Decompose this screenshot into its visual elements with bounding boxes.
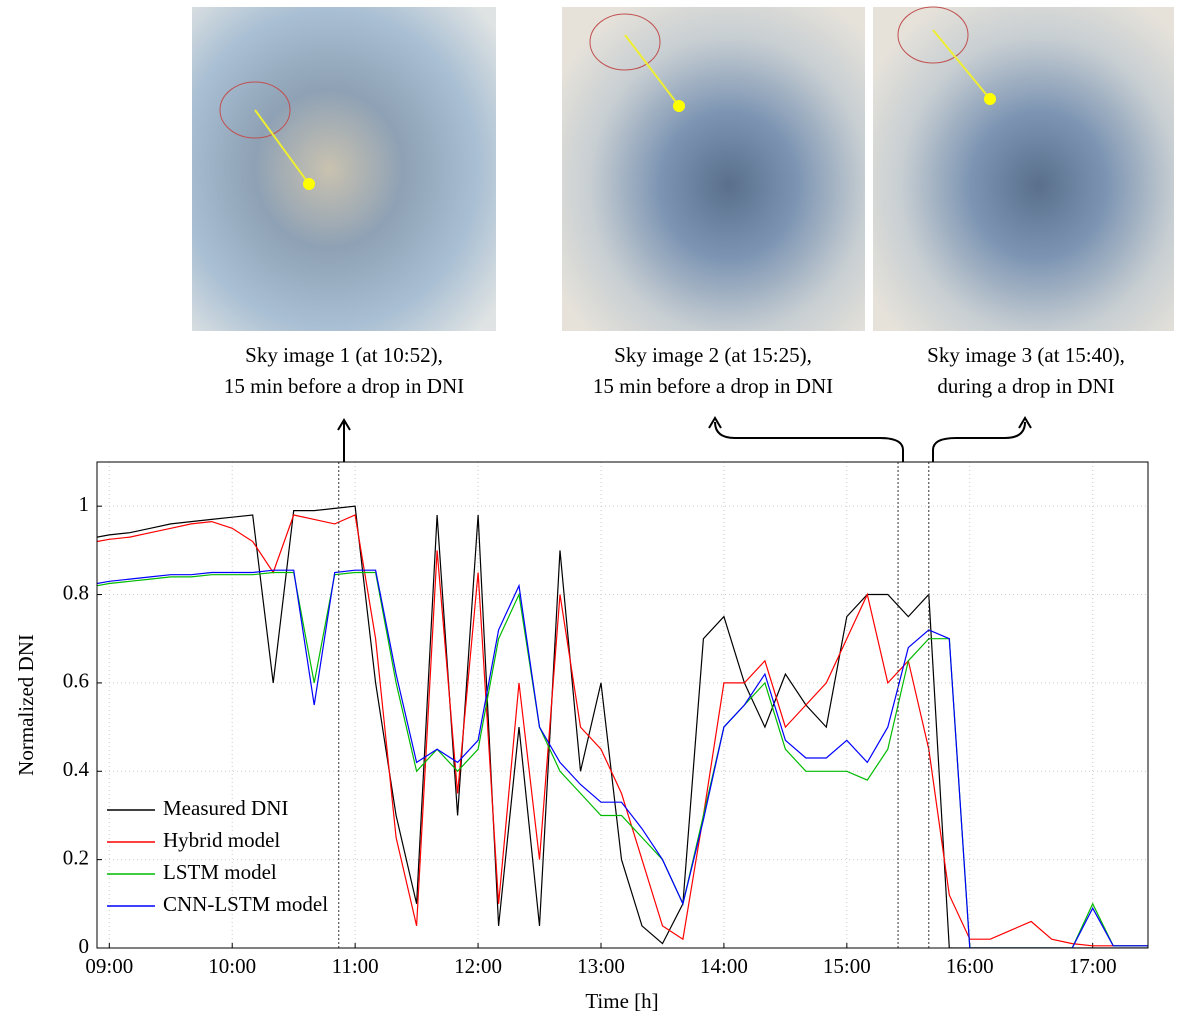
data-line (97, 571, 1148, 948)
legend-label: Measured DNI (163, 796, 288, 820)
data-line (97, 505, 1148, 948)
sky-image-1 (192, 7, 496, 331)
x-tick-label: 11:00 (332, 954, 379, 978)
x-tick-label: 13:00 (577, 954, 625, 978)
y-tick-label: 0.6 (63, 669, 89, 693)
caption: 15 min before a drop in DNI (224, 374, 464, 398)
plot-frame (96, 461, 1149, 949)
x-tick-label: 12:00 (454, 954, 502, 978)
x-tick-label: 14:00 (700, 954, 748, 978)
arrows (337, 416, 1032, 462)
caption: Sky image 3 (at 15:40), (927, 343, 1125, 367)
legend-label: CNN-LSTM model (163, 892, 328, 916)
x-tick-label: 09:00 (85, 954, 133, 978)
sky-image-3 (873, 6, 1174, 331)
legend-label: LSTM model (163, 860, 277, 884)
x-tick-label: 10:00 (208, 954, 256, 978)
caption: during a drop in DNI (937, 374, 1114, 398)
y-tick-label: 0.8 (63, 580, 89, 604)
legend-label: Hybrid model (163, 828, 280, 852)
sky-image-2 (562, 7, 865, 331)
data-line (97, 514, 1148, 947)
caption: Sky image 2 (at 15:25), (614, 343, 812, 367)
caption: 15 min before a drop in DNI (593, 374, 833, 398)
y-axis-label: Normalized DNI (14, 634, 38, 776)
caption: Sky image 1 (at 10:52), (245, 343, 443, 367)
x-axis-label: Time [h] (585, 989, 658, 1013)
y-tick-label: 0.4 (63, 757, 90, 781)
y-tick-label: 0.2 (63, 845, 89, 869)
x-tick-label: 15:00 (823, 954, 871, 978)
x-tick-label: 16:00 (946, 954, 994, 978)
y-tick-label: 1 (79, 492, 90, 516)
y-tick-label: 0 (79, 934, 90, 958)
data-line (97, 569, 1148, 948)
x-tick-label: 17:00 (1069, 954, 1117, 978)
